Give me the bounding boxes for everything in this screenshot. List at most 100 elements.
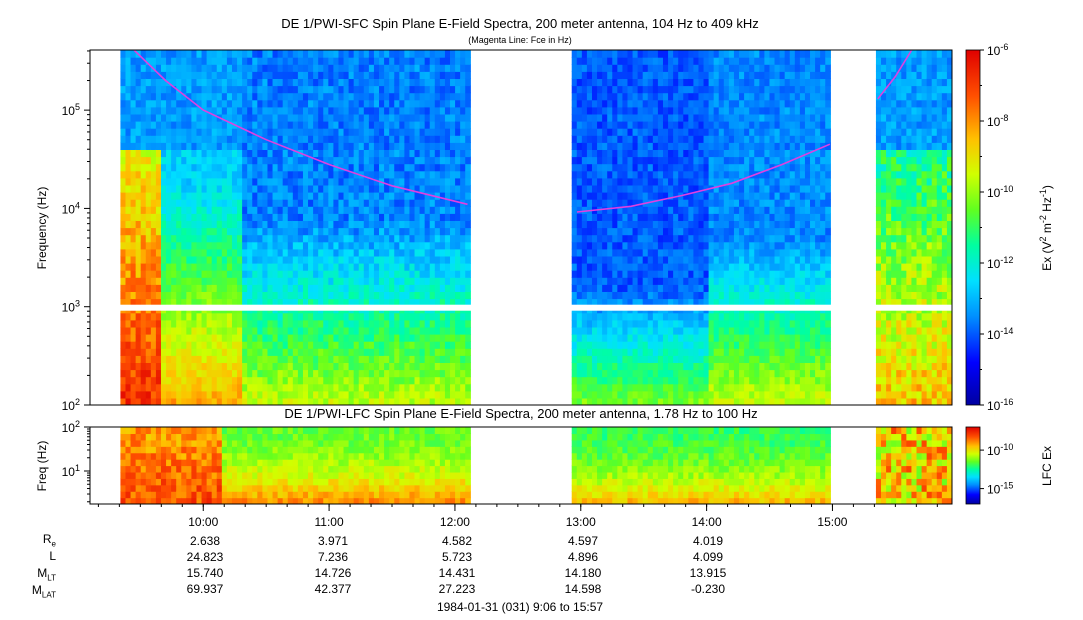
- spectrogram-cell: [379, 263, 385, 271]
- spectrogram-cell: [678, 319, 684, 328]
- spectrogram-cell: [465, 362, 471, 371]
- spectrogram-cell: [708, 277, 715, 285]
- spectrogram-cell: [328, 57, 334, 65]
- spectrogram-cell: [683, 92, 689, 101]
- spectrogram-cell: [252, 326, 258, 335]
- spectrogram-cell: [576, 390, 583, 399]
- spectrogram-cell: [237, 362, 243, 371]
- spectrogram-cell: [673, 319, 679, 328]
- spectrogram-cell: [668, 128, 674, 136]
- spectrogram-cell: [257, 241, 263, 250]
- spectrogram-cell: [607, 85, 613, 94]
- spectrogram-cell: [318, 298, 324, 307]
- spectrogram-cell: [160, 156, 167, 165]
- spectrogram-cell: [120, 369, 127, 378]
- spectrogram-cell: [343, 50, 350, 58]
- spectrogram-cell: [627, 234, 634, 243]
- spectrogram-cell: [693, 341, 700, 349]
- spectrogram-cell: [399, 64, 405, 72]
- spectrogram-cell: [343, 57, 350, 65]
- spectrogram-cell: [171, 156, 177, 165]
- spectrogram-cell: [176, 298, 182, 307]
- spectrogram-cell: [662, 142, 669, 150]
- spectrogram-cell: [652, 248, 659, 257]
- spectrogram-cell: [368, 106, 375, 115]
- spectrogram-cell: [130, 255, 137, 264]
- spectrogram-cell: [292, 184, 299, 193]
- spectrogram-cell: [683, 263, 689, 271]
- spectrogram-cell: [460, 78, 466, 87]
- spectrogram-cell: [287, 383, 294, 392]
- spectrogram-cell: [632, 248, 639, 257]
- spectrogram-cell: [668, 284, 674, 292]
- spectrogram-cell: [637, 263, 644, 271]
- spectrogram-cell: [586, 177, 593, 186]
- spectrogram-cell: [206, 397, 213, 405]
- spectrogram-cell: [160, 298, 167, 307]
- spectrogram-cell: [581, 213, 588, 221]
- spectrogram-cell: [272, 64, 279, 72]
- spectrogram-cell: [191, 85, 198, 94]
- spectrogram-cell: [693, 284, 700, 292]
- spectrogram-cell: [343, 355, 350, 363]
- spectrogram-cell: [171, 326, 177, 335]
- spectrogram-cell: [308, 135, 314, 143]
- spectrogram-cell: [662, 184, 669, 193]
- spectrogram-cell: [252, 199, 258, 207]
- spectrogram-cell: [155, 284, 162, 292]
- spectrogram-cell: [323, 85, 329, 94]
- spectrogram-cell: [272, 170, 279, 179]
- spectrogram-cell: [191, 156, 198, 165]
- spectrogram-cell: [323, 121, 329, 129]
- spectrogram-cell: [597, 50, 603, 58]
- spectrogram-cell: [718, 312, 725, 321]
- spectrogram-cell: [323, 177, 329, 186]
- spectrogram-cell: [363, 85, 370, 94]
- spectrogram-cell: [348, 291, 355, 300]
- spectrogram-cell: [166, 227, 172, 236]
- spectrogram-cell: [358, 383, 365, 392]
- spectrogram-cell: [145, 383, 152, 392]
- spectrogram-cell: [409, 149, 416, 158]
- spectrogram-cell: [703, 220, 710, 229]
- spectrogram-cell: [409, 277, 416, 285]
- spectrogram-cell: [191, 383, 198, 392]
- spectrogram-cell: [201, 227, 208, 236]
- spectrogram-cell: [297, 142, 304, 150]
- spectrogram-cell: [257, 362, 263, 371]
- spectrogram-cell: [647, 355, 654, 363]
- spectrogram-cell: [262, 227, 269, 236]
- spectrogram-cell: [186, 319, 193, 328]
- spectrogram-cell: [252, 227, 258, 236]
- spectrogram-cell: [226, 277, 233, 285]
- spectrogram-cell: [414, 241, 421, 250]
- spectrogram-cell: [460, 341, 466, 349]
- spectrogram-cell: [627, 227, 634, 236]
- spectrogram-cell: [693, 397, 700, 405]
- spectrogram-cell: [287, 177, 294, 186]
- spectrogram-cell: [206, 341, 213, 349]
- spectrogram-cell: [460, 270, 466, 278]
- spectrogram-cell: [186, 291, 193, 300]
- spectrogram-cell: [612, 156, 618, 165]
- spectrogram-cell: [135, 106, 142, 115]
- spectrogram-cell: [191, 64, 198, 72]
- spectrogram-cell: [328, 312, 334, 321]
- spectrogram-cell: [389, 312, 395, 321]
- spectrogram-cell: [150, 85, 157, 94]
- spectrogram-cell: [130, 376, 137, 385]
- spectrogram-cell: [323, 170, 329, 179]
- spectrogram-cell: [166, 248, 172, 257]
- spectrogram-cell: [160, 113, 167, 122]
- spectrogram-cell: [647, 170, 654, 179]
- spectrogram-cell: [155, 184, 162, 193]
- spectrogram-cell: [434, 85, 441, 94]
- spectrogram-cell: [379, 64, 385, 72]
- spectrogram-cell: [586, 284, 593, 292]
- spectrogram-cell: [211, 284, 218, 292]
- spectrogram-cell: [333, 277, 340, 285]
- spectrogram-cell: [231, 369, 238, 378]
- spectrogram-cell: [211, 241, 218, 250]
- spectrogram-cell: [450, 227, 456, 236]
- spectrogram-cell: [353, 163, 360, 172]
